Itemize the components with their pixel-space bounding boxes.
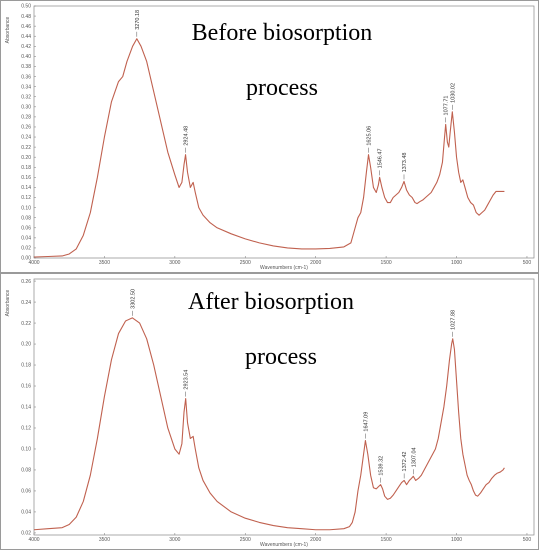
chart-title-line1: After biosorption (188, 289, 354, 315)
y-tick-label: 0.18 (21, 165, 31, 171)
y-tick-label: 0.12 (21, 195, 31, 201)
chart-before: 0.00 0.02 0.04 0.06 0.08 0.10 0.12 0.14 0.16 0.18… (0, 0, 539, 273)
x-tick-label: 2000 (310, 260, 321, 266)
y-tick-label: 0.08 (21, 468, 31, 474)
peak-label: 1077.71 (444, 96, 450, 116)
y-tick-label: 0.02 (21, 246, 31, 252)
y-tick-label: 0.26 (21, 279, 31, 285)
y-tick-label: 0.06 (21, 225, 31, 231)
x-tick-label: 2500 (240, 260, 251, 266)
y-tick-label: 0.04 (21, 236, 31, 242)
y-tick-label: 0.42 (21, 44, 31, 50)
panel-border (0, 0, 539, 273)
y-tick-label: 0.46 (21, 24, 31, 30)
peak-label: 2923.54 (184, 370, 190, 390)
spectrum-line (33, 38, 505, 258)
y-axis: 0.02 0.04 0.06 0.08 0.10 0.12 0.14 0.16 0.18 0.20… (21, 279, 36, 537)
peak-label: 3270.18 (135, 10, 141, 30)
x-axis: 4000 3500 3000 2500 2000 1500 1000 500 (28, 533, 531, 543)
y-tick-label: 0.02 (21, 531, 31, 537)
panel-border (0, 273, 539, 550)
y-tick-label: 0.04 (21, 510, 31, 516)
spectrum-series (33, 38, 505, 258)
y-tick-label: 0.24 (21, 135, 31, 141)
y-tick-label: 0.40 (21, 54, 31, 60)
y-tick-label: 0.06 (21, 489, 31, 495)
y-axis-label: Absorbance (5, 16, 11, 43)
spectrum-line (33, 317, 505, 531)
peak-label: 1546.47 (378, 148, 384, 168)
y-tick-label: 0.16 (21, 384, 31, 390)
peak-labels: 3302.50 2923.54 1647.09 1539.32 1372.42 1307.… (130, 289, 457, 483)
plot-frame (33, 5, 535, 259)
y-tick-label: 0.10 (21, 447, 31, 453)
y-tick-label: 0.26 (21, 125, 31, 131)
y-tick-label: 0.36 (21, 74, 31, 80)
y-tick-label: 0.34 (21, 84, 31, 90)
x-tick-label: 3500 (99, 260, 110, 266)
y-tick-label: 0.18 (21, 363, 31, 369)
y-tick-label: 0.12 (21, 426, 31, 432)
peak-label: 1030.02 (450, 83, 456, 103)
peak-label: 1372.42 (402, 452, 408, 472)
x-axis-label: Wavenumbers (cm-1) (260, 265, 308, 271)
peak-label: 1647.09 (363, 412, 369, 432)
y-tick-label: 0.22 (21, 321, 31, 327)
y-tick-label: 0.48 (21, 14, 31, 20)
y-tick-label: 0.14 (21, 185, 31, 191)
peak-label: 1625.06 (367, 126, 373, 146)
peak-label: 1027.88 (451, 310, 457, 330)
peak-labels: 3270.18 2924.48 1625.06 1546.47 1373.48 1077.… (135, 10, 456, 180)
x-tick-label: 4000 (28, 260, 39, 266)
y-axis-label: Absorbance (5, 289, 11, 316)
x-tick-label: 2500 (240, 537, 251, 543)
y-tick-label: 0.30 (21, 105, 31, 111)
chart-title-line2: process (245, 344, 317, 370)
y-tick-label: 0.20 (21, 342, 31, 348)
y-tick-label: 0.32 (21, 94, 31, 100)
y-tick-label: 0.38 (21, 64, 31, 70)
x-tick-label: 1500 (381, 537, 392, 543)
y-tick-label: 0.22 (21, 145, 31, 151)
peak-label: 1539.32 (379, 456, 385, 476)
x-axis: 4000 3500 3000 2500 2000 1500 1000 500 (28, 256, 531, 266)
chart-after: 0.02 0.04 0.06 0.08 0.10 0.12 0.14 0.16 0.18 0.20… (0, 273, 539, 550)
peak-label: 1307.04 (411, 447, 417, 467)
chart-title-line2: process (246, 75, 318, 101)
x-axis-label: Wavenumbers (cm-1) (260, 542, 308, 548)
y-tick-label: 0.16 (21, 175, 31, 181)
y-tick-label: 0.24 (21, 300, 31, 306)
y-axis: 0.00 0.02 0.04 0.06 0.08 0.10 0.12 0.14 0.16 0.18… (21, 4, 36, 262)
x-tick-label: 3500 (99, 537, 110, 543)
y-tick-label: 0.14 (21, 405, 31, 411)
x-tick-label: 3000 (169, 260, 180, 266)
y-tick-label: 0.20 (21, 155, 31, 161)
spectrum-series (33, 317, 505, 531)
peak-label: 1373.48 (402, 153, 408, 173)
y-tick-label: 0.00 (21, 256, 31, 262)
peak-label: 3302.50 (130, 289, 136, 309)
y-tick-label: 0.10 (21, 205, 31, 211)
y-tick-label: 0.08 (21, 215, 31, 221)
y-tick-label: 0.50 (21, 4, 31, 10)
chart-title-line1: Before biosorption (192, 20, 373, 46)
x-tick-label: 3000 (169, 537, 180, 543)
x-tick-label: 4000 (28, 537, 39, 543)
x-tick-label: 1000 (451, 260, 462, 266)
y-tick-label: 0.28 (21, 115, 31, 121)
peak-label: 2924.48 (184, 126, 190, 146)
x-tick-label: 2000 (310, 537, 321, 543)
x-tick-label: 1500 (381, 260, 392, 266)
x-tick-label: 500 (523, 260, 532, 266)
x-tick-label: 500 (523, 537, 532, 543)
x-tick-label: 1000 (451, 537, 462, 543)
y-tick-label: 0.44 (21, 34, 31, 40)
